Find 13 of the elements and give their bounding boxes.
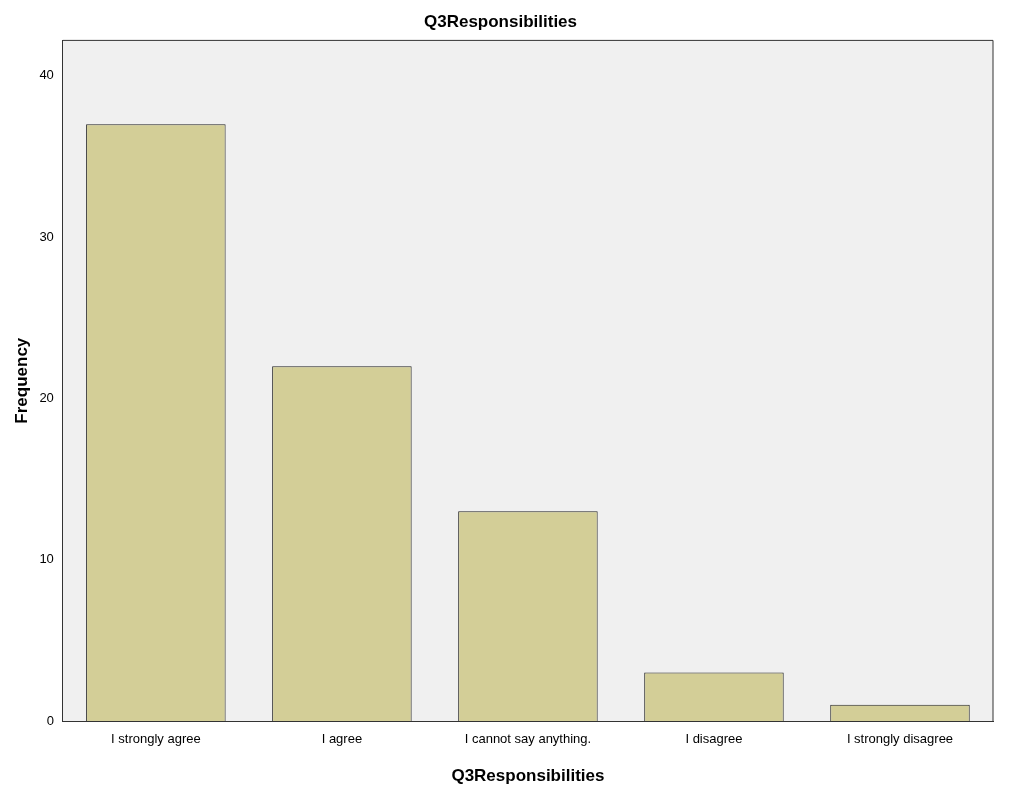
y-axis-title: Frequency — [11, 337, 31, 424]
x-tick-label: I strongly disagree — [846, 731, 954, 747]
x-tick-label: I agree — [321, 731, 363, 747]
x-tick-label: I disagree — [685, 731, 743, 747]
y-tick-label: 30 — [39, 228, 54, 244]
y-tick-label: 20 — [39, 390, 54, 406]
y-tick-label: 10 — [39, 551, 54, 567]
x-axis-title: Q3Responsibilities — [451, 766, 605, 786]
x-tick-label: I cannot say anything. — [464, 731, 592, 747]
y-tick-label: 0 — [46, 712, 54, 728]
x-tick-label: I strongly agree — [111, 731, 201, 747]
chart-title: Q3Responsibilities — [423, 11, 578, 31]
y-tick-label: 40 — [39, 67, 54, 83]
